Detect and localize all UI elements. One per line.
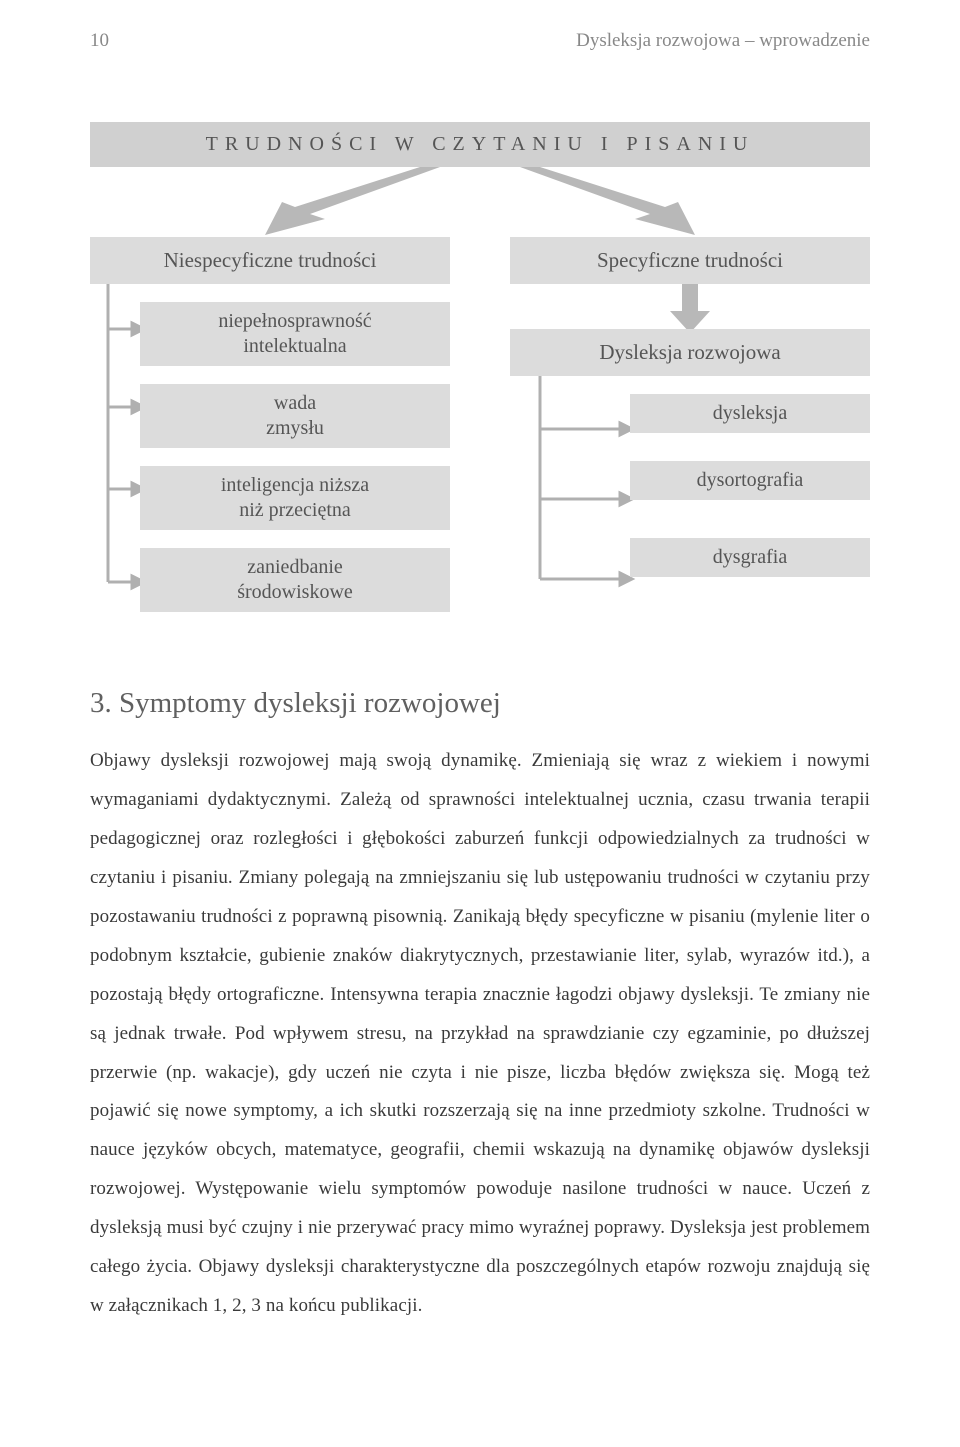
body-paragraph: Objawy dysleksji rozwojowej mają swoją d… [90, 742, 870, 1326]
page-number: 10 [90, 30, 109, 52]
right-column: Specyficzne trudności Dysleksja rozwojow… [510, 237, 870, 612]
right-item-2: dysortografia [630, 461, 870, 500]
left-item-4-label: zaniedbanieśrodowiskowe [237, 556, 353, 603]
left-item-2-label: wadazmysłu [266, 392, 324, 439]
top-arrow-svg [90, 167, 870, 237]
diagram-title-box: TRUDNOŚCI W CZYTANIU I PISANIU [90, 122, 870, 167]
right-connectors [510, 237, 870, 637]
left-category-box: Niespecyficzne trudności [90, 237, 450, 284]
section-title: Symptomy dysleksji rozwojowej [119, 687, 501, 719]
right-category-box: Specyficzne trudności [510, 237, 870, 284]
chapter-title: Dysleksja rozwojowa – wprowadzenie [576, 30, 870, 52]
left-item-4: zaniedbanieśrodowiskowe [140, 548, 450, 612]
right-item-3: dysgrafia [630, 538, 870, 577]
left-item-3: inteligencja niższaniż przeciętna [140, 466, 450, 530]
left-item-2: wadazmysłu [140, 384, 450, 448]
top-arrows [90, 167, 870, 237]
section-heading: 3. Symptomy dysleksji rozwojowej [90, 687, 870, 720]
flowchart-diagram: TRUDNOŚCI W CZYTANIU I PISANIU Niespecyf… [90, 122, 870, 632]
page-header: 10 Dysleksja rozwojowa – wprowadzenie [0, 0, 960, 52]
left-item-1-label: niepełnosprawnośćintelektualna [218, 310, 371, 357]
left-item-3-label: inteligencja niższaniż przeciętna [221, 474, 369, 521]
right-mid-box: Dysleksja rozwojowa [510, 329, 870, 376]
left-column: Niespecyficzne trudności niepełnosprawno… [90, 237, 450, 612]
right-item-1: dysleksja [630, 394, 870, 433]
section-number: 3. [90, 687, 112, 719]
left-item-1: niepełnosprawnośćintelektualna [140, 302, 450, 366]
